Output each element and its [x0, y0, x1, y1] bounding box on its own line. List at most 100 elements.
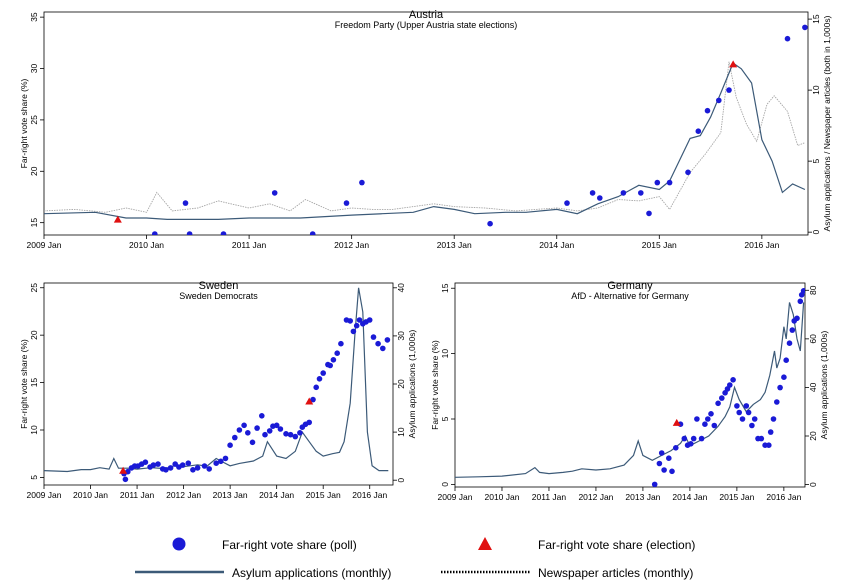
legend-election-label: Far-right vote share (election) [538, 538, 695, 552]
y-tick-label: 20 [29, 330, 39, 340]
plot-frame [43, 11, 809, 236]
plot-area [455, 288, 805, 487]
poll-point [186, 231, 193, 235]
y-tick-label: 15 [29, 378, 39, 388]
legend-articles-label: Newspaper articles (monthly) [538, 566, 693, 580]
poll-point [155, 461, 161, 467]
poll-point [350, 328, 357, 335]
x-tick-label: 2009 Jan [438, 492, 473, 502]
y-tick-label: 5 [29, 475, 39, 480]
x-tick-label: 2013 Jan [213, 490, 248, 500]
x-tick-label: 2015 Jan [642, 240, 677, 250]
x-tick-label: 2012 Jan [334, 240, 369, 250]
poll-point [749, 422, 755, 429]
poll-point [673, 445, 679, 451]
election-point [729, 60, 738, 68]
series-line-asylum [44, 287, 389, 473]
poll-point [708, 411, 714, 417]
poll-point [646, 210, 652, 217]
y2-tick-label: 80 [808, 285, 818, 295]
poll-point [167, 465, 174, 471]
poll-point [122, 476, 129, 483]
poll-point [745, 409, 752, 416]
y2-tick-label: 20 [808, 431, 818, 441]
poll-point [190, 467, 196, 473]
x-tick-label: 2014 Jan [672, 492, 707, 502]
poll-point [359, 179, 365, 186]
y-tick-label: 20 [29, 166, 39, 176]
poll-point [316, 376, 323, 382]
x-tick-label: 2016 Jan [352, 490, 387, 500]
x-tick-label: 2011 Jan [120, 490, 155, 500]
poll-point [783, 357, 789, 364]
y2-tick-label: 30 [396, 331, 406, 341]
poll-point [273, 422, 280, 429]
x-tick-label: 2010 Jan [484, 492, 519, 502]
poll-point [206, 466, 212, 472]
poll-point [271, 190, 278, 196]
poll-point [292, 433, 299, 440]
poll-point [802, 24, 808, 31]
poll-point [770, 416, 777, 422]
poll-point [330, 357, 337, 363]
poll-point [182, 200, 189, 206]
poll-point [266, 428, 273, 434]
poll-point [370, 334, 377, 340]
x-tick-label: 2012 Jan [166, 490, 201, 500]
poll-point [702, 421, 708, 428]
poll-point [638, 190, 644, 196]
poll-point [789, 327, 796, 333]
poll-point [152, 231, 158, 235]
election-point [305, 397, 314, 405]
legend-election-marker [478, 537, 492, 550]
election-point [119, 466, 128, 474]
poll-point [781, 374, 787, 381]
y2-axis-label: Asylum applications (1,000s) [819, 331, 829, 440]
plot-area [44, 287, 391, 483]
poll-point [366, 317, 373, 323]
poll-point [194, 465, 201, 471]
poll-point [716, 97, 722, 104]
poll-point [681, 435, 688, 442]
y2-tick-label: 0 [808, 482, 818, 487]
x-tick-label: 2009 Jan [27, 240, 62, 250]
y-tick-label: 25 [29, 115, 39, 125]
chart-subtitle: Sweden Democrats [179, 291, 258, 301]
poll-point [254, 425, 260, 431]
poll-point [232, 434, 238, 441]
legend: Far-right vote share (poll) Far-right vo… [135, 537, 695, 580]
poll-point [487, 220, 493, 227]
series-line-asylum [455, 302, 805, 478]
x-tick-label: 2015 Jan [306, 490, 341, 500]
y-tick-label: 15 [29, 218, 39, 228]
election-point [672, 418, 681, 426]
poll-point [353, 322, 360, 329]
poll-point [222, 455, 229, 462]
y2-axis-label: Asylum applications / Newspaper articles… [822, 15, 832, 231]
chart-title: Austria [409, 9, 444, 21]
poll-point [656, 460, 663, 467]
poll-point [651, 481, 658, 487]
poll-point [313, 384, 320, 391]
y-tick-label: 5 [440, 416, 450, 421]
y2-tick-label: 0 [396, 478, 406, 483]
poll-point [719, 395, 725, 401]
y-tick-label: 25 [29, 283, 39, 293]
poll-point [736, 409, 742, 416]
y-tick-label: 10 [440, 349, 450, 359]
y-axis-label: Far-right vote share (%) [430, 340, 440, 430]
poll-point [249, 439, 256, 446]
poll-point [685, 169, 691, 176]
poll-point [690, 435, 697, 442]
poll-point [777, 384, 783, 391]
poll-point [245, 430, 251, 436]
poll-point [774, 399, 780, 405]
poll-point [287, 431, 294, 438]
y2-tick-label: 10 [811, 85, 821, 95]
legend-poll-marker [172, 537, 186, 551]
poll-point [794, 315, 800, 322]
poll-point [262, 431, 268, 438]
x-tick-label: 2010 Jan [73, 490, 108, 500]
